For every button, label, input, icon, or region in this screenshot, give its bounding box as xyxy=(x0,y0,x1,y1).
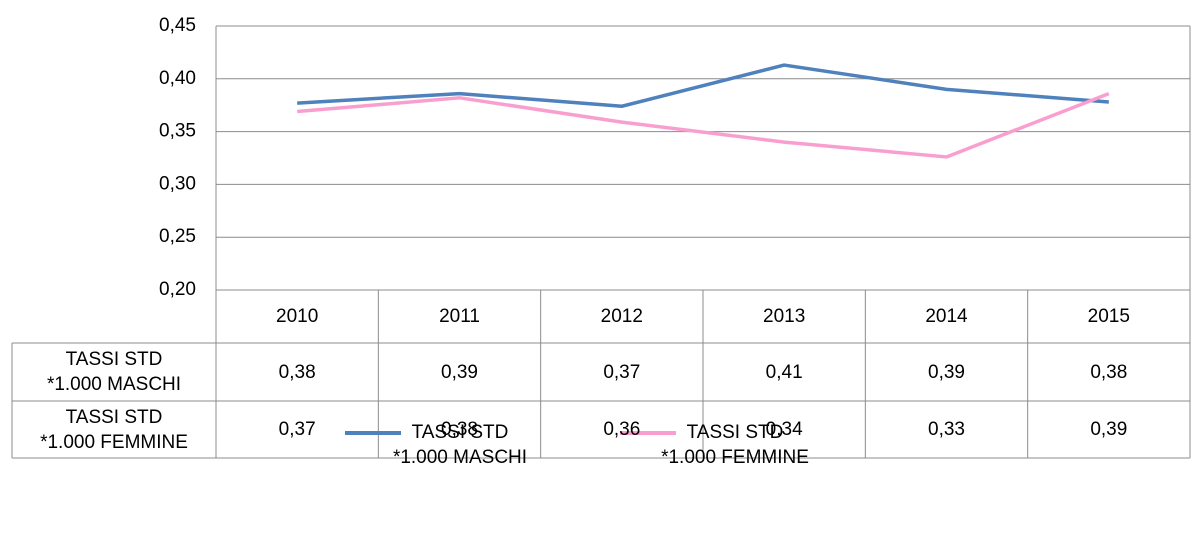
x-tick-label: 2013 xyxy=(763,306,806,327)
x-tick-label: 2015 xyxy=(1087,306,1130,327)
table-value: 0,39 xyxy=(441,361,478,383)
y-tick-label: 0,40 xyxy=(159,68,196,89)
row-header: TASSI STD *1.000 FEMMINE xyxy=(40,406,188,453)
y-tick-label: 0,35 xyxy=(159,121,196,142)
y-tick-label: 0,45 xyxy=(159,15,196,36)
series-line xyxy=(297,91,1110,159)
table-value: 0,34 xyxy=(765,419,803,440)
x-tick-label: 2010 xyxy=(276,306,319,327)
legend-label: TASSI STD *1.000 MASCHI xyxy=(392,422,528,468)
table-value: 0,37 xyxy=(603,361,641,383)
table-value: 0,39 xyxy=(1090,419,1128,440)
x-tick-label: 2014 xyxy=(925,306,968,327)
table-value: 0,37 xyxy=(278,419,316,440)
table-value: 0,39 xyxy=(928,361,965,383)
y-tick-label: 0,20 xyxy=(159,279,196,300)
table-value: 0,38 xyxy=(278,361,316,383)
row-header: TASSI STD *1.000 MASCHI xyxy=(46,349,182,395)
y-tick-label: 0,30 xyxy=(159,173,196,194)
series-line xyxy=(297,63,1109,109)
table-value: 0,33 xyxy=(928,419,965,440)
table-value: 0,38 xyxy=(441,419,478,440)
table-value: 0,41 xyxy=(765,361,803,383)
table-value: 0,36 xyxy=(603,419,641,440)
legend-label: TASSI STD *1.000 FEMMINE xyxy=(661,422,809,468)
x-tick-label: 2012 xyxy=(600,306,643,327)
x-tick-label: 2011 xyxy=(439,306,480,327)
table-value: 0,38 xyxy=(1090,361,1128,383)
y-tick-label: 0,25 xyxy=(159,226,196,247)
